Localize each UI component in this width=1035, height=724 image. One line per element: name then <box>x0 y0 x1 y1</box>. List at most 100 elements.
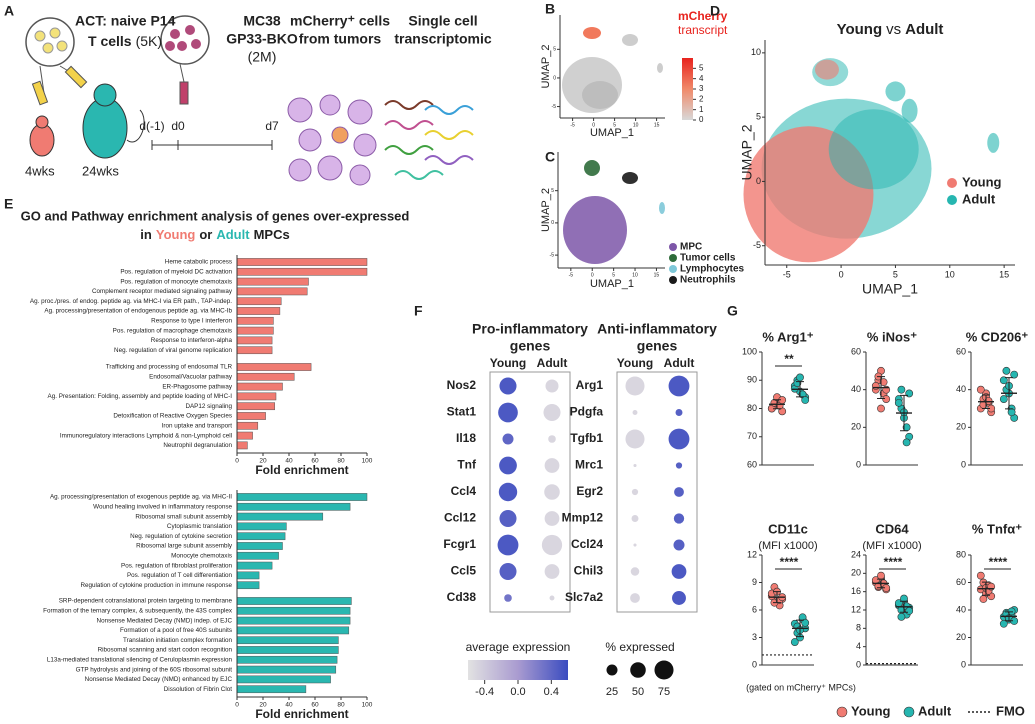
expression-dot <box>633 543 637 547</box>
expression-dot <box>499 509 517 528</box>
data-point <box>897 612 906 621</box>
y-tick-label: 4 <box>856 641 861 651</box>
size-legend-dot <box>630 662 646 678</box>
group-title: Anti-inflammatory <box>597 321 717 337</box>
group-title: Pro-inflammatory <box>472 321 588 337</box>
colorbar-tick-label: 1 <box>699 105 704 114</box>
x-axis-label: UMAP_1 <box>862 281 918 297</box>
bar <box>236 532 286 541</box>
legend-marker <box>836 706 848 718</box>
legend-title: average expression <box>466 640 571 654</box>
term-label: L13a-mediated translational silencing of… <box>47 656 233 663</box>
term-label: Monocyte chemotaxis <box>171 552 232 559</box>
y-tick-label: -5 <box>550 252 555 258</box>
bar <box>236 616 351 625</box>
expression-dot <box>544 484 560 500</box>
title-part: Adult <box>905 21 943 38</box>
x-tick-label: 100 <box>362 458 373 465</box>
cell-cloud <box>584 160 600 176</box>
gene-label: Fcgr1 <box>443 537 476 551</box>
term-label: Trafficking and processing of endosomal … <box>106 364 233 371</box>
term-label: Dissolution of Fibrin Clot <box>164 686 232 693</box>
x-tick-label: 5 <box>613 122 616 128</box>
gene-label: Ccl24 <box>571 537 603 551</box>
expression-dot <box>541 534 563 556</box>
gene-label: Tnf <box>457 458 477 472</box>
cell-cloud <box>622 34 638 46</box>
step-text: ACT: naive P14 <box>75 13 176 29</box>
bar <box>236 522 287 531</box>
legend-text: Young <box>962 174 1002 189</box>
x-tick-label: 60 <box>311 458 319 465</box>
significance-label: **** <box>989 555 1008 569</box>
x-tick-label: -5 <box>783 269 791 279</box>
x-tick-label: -5 <box>569 272 574 278</box>
expression-dot <box>498 402 518 423</box>
data-point <box>979 595 988 603</box>
gene-label: Ccl4 <box>451 484 477 498</box>
legend-text: mCherry <box>678 9 728 23</box>
cell-cloud <box>987 132 1000 153</box>
data-point <box>790 638 799 646</box>
bar <box>236 665 337 674</box>
term-label: Nonsense Mediated Decay (NMD) indep. of … <box>97 617 233 624</box>
y-tick-label: 70 <box>747 431 757 441</box>
y-tick-label: 60 <box>956 577 966 587</box>
expression-dot <box>673 539 685 551</box>
y-tick-label: -5 <box>552 104 557 110</box>
gene-label: Ccl12 <box>444 511 476 525</box>
y-tick-label: 40 <box>956 384 966 394</box>
age-label: 4wks <box>25 163 55 178</box>
age-label: 24wks <box>82 163 119 178</box>
x-axis-label: UMAP_1 <box>590 127 634 139</box>
x-tick-label: 80 <box>337 458 345 465</box>
y-axis-label: UMAP_2 <box>540 188 552 232</box>
bar <box>236 581 260 590</box>
colorbar-tick-label: 4 <box>699 74 704 83</box>
error-bar <box>877 376 885 400</box>
y-tick-label: 3 <box>752 632 757 642</box>
bar <box>236 258 368 266</box>
y-tick-label: 80 <box>747 403 757 413</box>
day-label: d7 <box>265 119 279 133</box>
chart-title: in Young or Adult MPCs <box>140 227 289 242</box>
term-label: Nonsense Mediated Decay (NMD) enhanced b… <box>85 676 233 683</box>
data-point <box>882 395 891 403</box>
x-axis-label: UMAP_1 <box>590 278 634 290</box>
day-label: d0 <box>171 119 185 133</box>
panel-label: A <box>4 3 14 19</box>
y-axis-label: UMAP_2 <box>739 124 755 180</box>
bar <box>236 277 309 286</box>
group-title: genes <box>510 338 551 354</box>
title-part: vs <box>886 21 901 38</box>
gene-label: Tgfb1 <box>570 431 603 445</box>
y-tick-label: 6 <box>752 604 757 614</box>
dotplot-box <box>616 371 698 613</box>
term-label: Ribosomal scanning and start codon recog… <box>98 647 233 654</box>
x-tick-label: 20 <box>259 702 267 709</box>
term-label: Wound healing involved in inflammatory r… <box>93 503 232 510</box>
term-label: SRP-dependent cotranslational protein ta… <box>59 598 233 605</box>
legend-text: MPC <box>680 242 702 253</box>
term-label: Formation of the ternary complex, & subs… <box>43 607 233 614</box>
error-bar <box>773 591 781 604</box>
expression-dot <box>671 564 687 579</box>
data-point <box>905 607 914 615</box>
error-bar <box>982 394 990 409</box>
term-label: Iron uptake and transport <box>162 422 233 429</box>
expression-dot <box>675 462 683 469</box>
legend-marker <box>903 706 915 718</box>
x-tick-label: 0 <box>235 702 239 709</box>
y-tick-label: 0 <box>961 459 966 469</box>
legend-marker <box>947 178 957 188</box>
x-tick-label: 15 <box>654 272 660 278</box>
data-point <box>894 398 903 407</box>
legend-text: Adult <box>962 191 996 206</box>
term-label: DAP12 signaling <box>185 403 232 410</box>
x-tick-label: 0 <box>839 269 844 279</box>
data-point <box>984 397 993 405</box>
bar <box>236 382 283 391</box>
x-tick-label: 10 <box>633 122 639 128</box>
panel-title: CD11c <box>768 521 808 536</box>
